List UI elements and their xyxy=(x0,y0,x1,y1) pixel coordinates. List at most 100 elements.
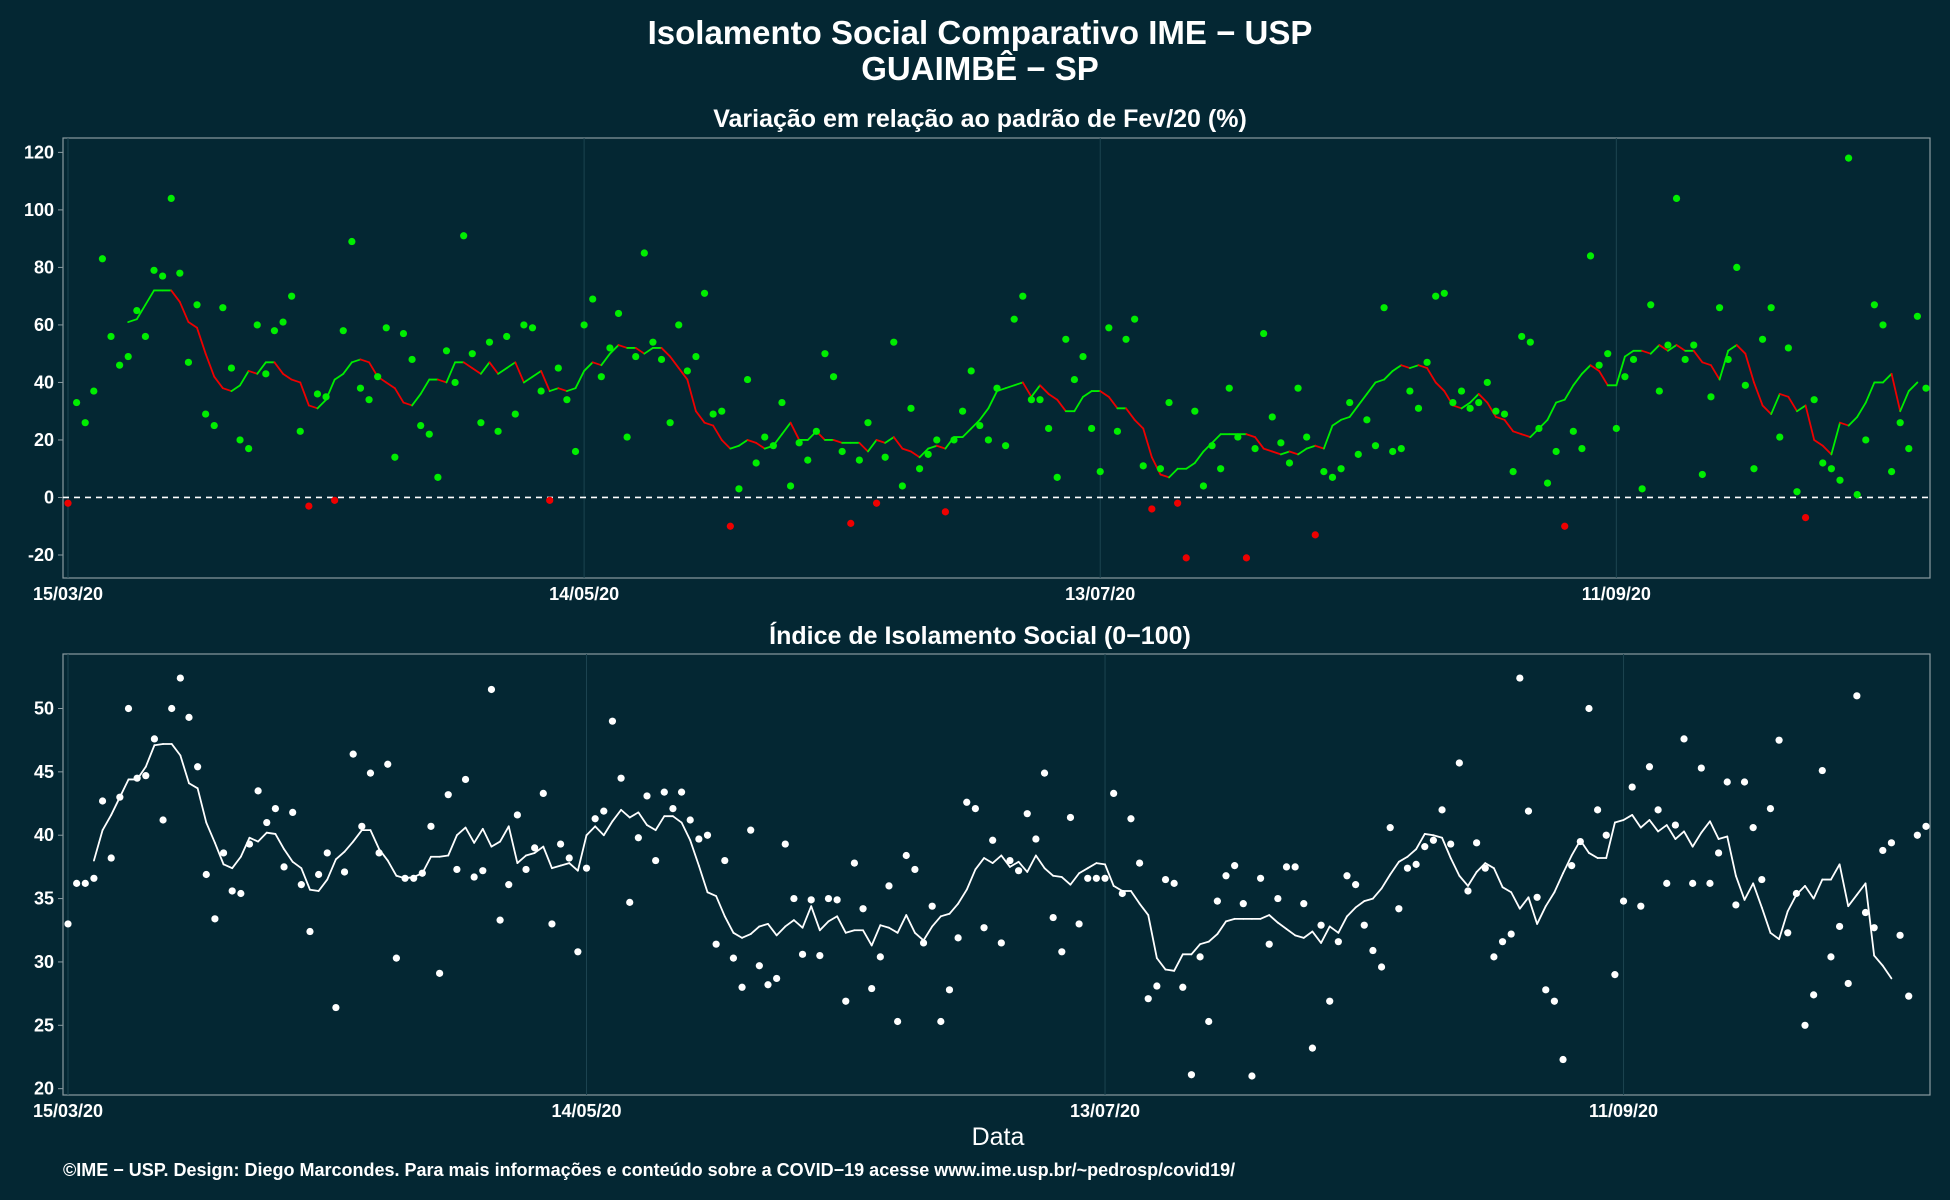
trend-line-segment xyxy=(317,878,329,892)
data-point xyxy=(850,859,859,867)
trend-line-segment xyxy=(1821,444,1833,456)
trend-line-segment xyxy=(369,829,381,851)
trend-line-segment xyxy=(326,858,337,881)
data-point xyxy=(425,430,433,438)
data-point xyxy=(1438,806,1446,814)
data-point xyxy=(1303,433,1311,441)
trend-line-segment xyxy=(1133,418,1145,430)
trend-line-segment xyxy=(965,868,977,891)
x-tick-label: 11/09/20 xyxy=(1582,584,1651,604)
trend-line-segment xyxy=(1881,964,1893,980)
trend-line-segment xyxy=(703,421,715,427)
index-panel: Índice de Isolamento Social (0−100) Data… xyxy=(33,621,1931,1151)
y-tick-label: 100 xyxy=(24,200,54,220)
data-point xyxy=(1526,338,1534,346)
trend-line-segment xyxy=(170,743,182,757)
data-point xyxy=(718,407,726,415)
data-point xyxy=(98,255,107,263)
trend-line-segment xyxy=(1469,393,1480,404)
data-point xyxy=(253,321,261,329)
data-point xyxy=(1671,821,1679,829)
trend-line-segment xyxy=(1710,364,1721,381)
data-point xyxy=(1481,864,1489,872)
trend-line-segment xyxy=(905,914,916,934)
data-point xyxy=(709,410,717,418)
trend-line-segment xyxy=(793,919,804,929)
data-point xyxy=(1741,381,1749,389)
data-point xyxy=(1423,358,1431,366)
data-point xyxy=(219,849,228,857)
data-point xyxy=(1027,396,1036,404)
trend-line-segment xyxy=(525,852,536,857)
data-point xyxy=(1045,424,1053,433)
data-point xyxy=(1819,459,1827,467)
data-point xyxy=(280,863,288,871)
trend-line-segment xyxy=(533,845,545,854)
data-point xyxy=(600,807,608,815)
trend-line-segment xyxy=(818,920,830,932)
trend-line-segment xyxy=(1391,364,1403,372)
trend-line-segment xyxy=(1297,447,1308,456)
trend-line-segment xyxy=(643,347,654,355)
trend-line-segment xyxy=(531,370,543,378)
trend-line-segment xyxy=(1495,416,1506,421)
data-point xyxy=(582,864,591,872)
trend-line-segment xyxy=(455,826,467,837)
data-point xyxy=(1602,831,1610,839)
data-point xyxy=(1455,759,1463,767)
data-point xyxy=(778,398,786,407)
data-point xyxy=(1775,736,1783,744)
trend-line-segment xyxy=(551,864,562,870)
data-point xyxy=(1698,470,1706,479)
data-point xyxy=(1518,332,1526,341)
data-point xyxy=(1070,375,1079,384)
data-point xyxy=(963,798,971,806)
trend-line-segment xyxy=(827,915,839,923)
y-tick-label: 50 xyxy=(34,698,54,718)
trend-line-segment xyxy=(1786,893,1798,913)
trend-line-segment xyxy=(1486,401,1497,418)
data-point xyxy=(876,953,884,961)
trend-line-segment xyxy=(462,361,474,369)
data-point xyxy=(382,324,390,332)
data-point xyxy=(1801,1021,1809,1029)
trend-line-segment xyxy=(1285,928,1297,937)
data-point xyxy=(1105,324,1113,332)
data-point xyxy=(468,350,476,358)
data-point xyxy=(971,805,979,813)
data-point xyxy=(1475,398,1483,407)
data-point xyxy=(937,1017,945,1026)
trend-line-segment xyxy=(1009,860,1020,868)
trend-line-segment xyxy=(1354,900,1366,909)
data-point xyxy=(1282,863,1291,871)
trend-line-segment xyxy=(677,367,689,381)
trend-line-segment xyxy=(1104,863,1115,887)
trend-line-segment xyxy=(1086,862,1098,870)
data-point xyxy=(657,355,666,364)
data-point xyxy=(898,482,906,490)
trend-line-segment xyxy=(1563,384,1575,401)
data-point xyxy=(485,338,494,346)
data-point xyxy=(812,427,820,435)
trend-line-segment xyxy=(352,829,363,843)
trend-line-segment xyxy=(781,421,792,436)
data-point xyxy=(434,473,442,481)
trend-line-segment xyxy=(637,811,648,826)
data-point xyxy=(752,459,760,467)
data-point xyxy=(322,393,330,401)
data-point xyxy=(807,896,815,904)
trend-line-segment xyxy=(1467,871,1478,887)
trend-line-segment xyxy=(1804,404,1816,441)
trend-line-segment xyxy=(1838,863,1850,908)
data-point xyxy=(1049,913,1057,922)
data-point xyxy=(1887,467,1896,476)
trend-line-segment xyxy=(1847,893,1858,908)
trend-line-segment xyxy=(879,924,890,929)
trend-line-segment xyxy=(1138,902,1150,916)
data-point xyxy=(597,373,605,381)
data-point xyxy=(1913,312,1921,320)
trend-line-segment xyxy=(1047,393,1059,401)
trend-line-segment xyxy=(214,841,225,866)
data-point xyxy=(1337,465,1345,473)
data-point xyxy=(885,882,893,890)
